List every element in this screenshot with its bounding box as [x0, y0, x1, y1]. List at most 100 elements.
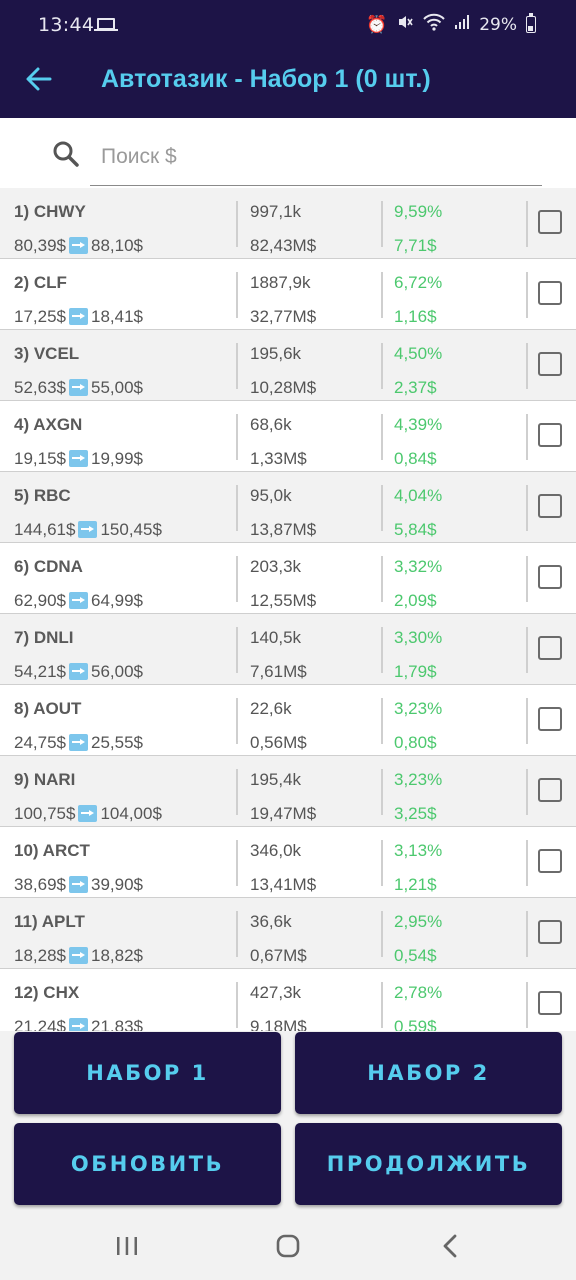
select-checkbox[interactable] — [538, 494, 562, 518]
select-checkbox[interactable] — [538, 565, 562, 589]
ticker-cell: 4) AXGN 19,15$ 19,99$ — [14, 401, 234, 472]
column-divider — [526, 414, 528, 460]
column-divider — [526, 698, 528, 744]
ticker-name: 2) CLF — [14, 273, 67, 292]
price-to: 88,10$ — [91, 236, 143, 255]
laptop-icon — [94, 18, 118, 31]
ticker-name: 11) APLT — [14, 912, 85, 931]
right-arrow-icon — [69, 450, 88, 467]
price-to: 21,83$ — [91, 1017, 143, 1031]
table-row[interactable]: 3) VCEL 52,63$ 55,00$ 195,6k 10,28M$ 4,50… — [0, 330, 576, 401]
column-divider — [526, 911, 528, 957]
column-divider — [236, 769, 238, 815]
volume-value: 22,6k — [250, 699, 292, 718]
table-row[interactable]: 11) APLT 18,28$ 18,82$ 36,6k 0,67M$ 2,95%… — [0, 898, 576, 969]
price-change: 0,54$ — [394, 946, 437, 965]
select-checkbox[interactable] — [538, 991, 562, 1015]
select-checkbox[interactable] — [538, 352, 562, 376]
ticker-cell: 11) APLT 18,28$ 18,82$ — [14, 898, 234, 969]
cap-value: 19,47M$ — [250, 804, 317, 823]
select-checkbox[interactable] — [538, 636, 562, 660]
column-divider — [381, 485, 383, 531]
price-to: 18,82$ — [91, 946, 143, 965]
volume-value: 346,0k — [250, 841, 302, 860]
volume-value: 1887,9k — [250, 273, 311, 292]
change-cell: 6,72% 1,16$ — [394, 259, 524, 330]
battery-percent: 29% — [479, 14, 517, 35]
volume-value: 195,6k — [250, 344, 302, 363]
price-from: 100,75$ — [14, 804, 76, 823]
column-divider — [381, 698, 383, 744]
price-range: 100,75$ 104,00$ — [14, 804, 162, 824]
percent-change: 3,32% — [394, 557, 443, 576]
set-2-button[interactable]: НАБОР 2 — [295, 1032, 562, 1114]
home-icon[interactable] — [273, 1231, 303, 1261]
cap-value: 0,67M$ — [250, 946, 307, 965]
back-arrow-icon[interactable] — [24, 64, 54, 94]
table-row[interactable]: 1) CHWY 80,39$ 88,10$ 997,1k 82,43M$ 9,59… — [0, 188, 576, 259]
ticker-cell: 8) AOUT 24,75$ 25,55$ — [14, 685, 234, 756]
price-from: 54,21$ — [14, 662, 66, 681]
price-range: 24,75$ 25,55$ — [14, 733, 143, 753]
column-divider — [381, 840, 383, 886]
table-row[interactable]: 7) DNLI 54,21$ 56,00$ 140,5k 7,61M$ 3,30%… — [0, 614, 576, 685]
price-change: 1,21$ — [394, 875, 437, 894]
cap-value: 10,28M$ — [250, 378, 317, 397]
refresh-button[interactable]: ОБНОВИТЬ — [14, 1123, 281, 1205]
select-checkbox[interactable] — [538, 920, 562, 944]
recent-apps-icon[interactable] — [112, 1231, 142, 1261]
ticker-cell: 9) NARI 100,75$ 104,00$ — [14, 756, 234, 827]
table-row[interactable]: 5) RBC 144,61$ 150,45$ 95,0k 13,87M$ 4,04… — [0, 472, 576, 543]
price-change: 1,79$ — [394, 662, 437, 681]
column-divider — [526, 627, 528, 673]
price-to: 18,41$ — [91, 307, 143, 326]
price-from: 52,63$ — [14, 378, 66, 397]
volume-cell: 140,5k 7,61M$ — [250, 614, 380, 685]
column-divider — [526, 556, 528, 602]
cap-value: 1,33M$ — [250, 449, 307, 468]
table-row[interactable]: 12) CHX 21,24$ 21,83$ 427,3k 9,18M$ 2,78%… — [0, 969, 576, 1031]
right-arrow-icon — [78, 521, 98, 538]
cap-value: 7,61M$ — [250, 662, 307, 681]
column-divider — [381, 201, 383, 247]
table-row[interactable]: 4) AXGN 19,15$ 19,99$ 68,6k 1,33M$ 4,39% … — [0, 401, 576, 472]
percent-change: 9,59% — [394, 202, 443, 221]
right-arrow-icon — [69, 379, 88, 396]
volume-value: 195,4k — [250, 770, 302, 789]
price-from: 24,75$ — [14, 733, 66, 752]
search-input[interactable] — [90, 128, 542, 186]
column-divider — [236, 840, 238, 886]
change-cell: 3,23% 0,80$ — [394, 685, 524, 756]
table-row[interactable]: 2) CLF 17,25$ 18,41$ 1887,9k 32,77M$ 6,72… — [0, 259, 576, 330]
table-row[interactable]: 8) AOUT 24,75$ 25,55$ 22,6k 0,56M$ 3,23% … — [0, 685, 576, 756]
column-divider — [526, 485, 528, 531]
change-cell: 3,30% 1,79$ — [394, 614, 524, 685]
set-1-button[interactable]: НАБОР 1 — [14, 1032, 281, 1114]
page-title: Автотазик - Набор 1 (0 шт.) — [101, 65, 431, 93]
select-checkbox[interactable] — [538, 423, 562, 447]
cap-value: 13,87M$ — [250, 520, 317, 539]
volume-cell: 997,1k 82,43M$ — [250, 188, 380, 259]
table-row[interactable]: 6) CDNA 62,90$ 64,99$ 203,3k 12,55M$ 3,32… — [0, 543, 576, 614]
ticker-name: 5) RBC — [14, 486, 71, 505]
volume-value: 997,1k — [250, 202, 302, 221]
price-range: 21,24$ 21,83$ — [14, 1017, 143, 1031]
volume-cell: 22,6k 0,56M$ — [250, 685, 380, 756]
price-range: 62,90$ 64,99$ — [14, 591, 143, 611]
table-row[interactable]: 10) ARCT 38,69$ 39,90$ 346,0k 13,41M$ 3,1… — [0, 827, 576, 898]
column-divider — [381, 911, 383, 957]
select-checkbox[interactable] — [538, 210, 562, 234]
back-icon[interactable] — [436, 1231, 466, 1261]
right-arrow-icon — [69, 876, 88, 893]
select-checkbox[interactable] — [538, 281, 562, 305]
select-checkbox[interactable] — [538, 707, 562, 731]
select-checkbox[interactable] — [538, 849, 562, 873]
continue-button[interactable]: ПРОДОЛЖИТЬ — [295, 1123, 562, 1205]
select-checkbox[interactable] — [538, 778, 562, 802]
column-divider — [236, 698, 238, 744]
percent-change: 3,13% — [394, 841, 443, 860]
volume-cell: 36,6k 0,67M$ — [250, 898, 380, 969]
search-bar — [0, 118, 576, 188]
ticker-name: 12) CHX — [14, 983, 80, 1002]
table-row[interactable]: 9) NARI 100,75$ 104,00$ 195,4k 19,47M$ 3,… — [0, 756, 576, 827]
